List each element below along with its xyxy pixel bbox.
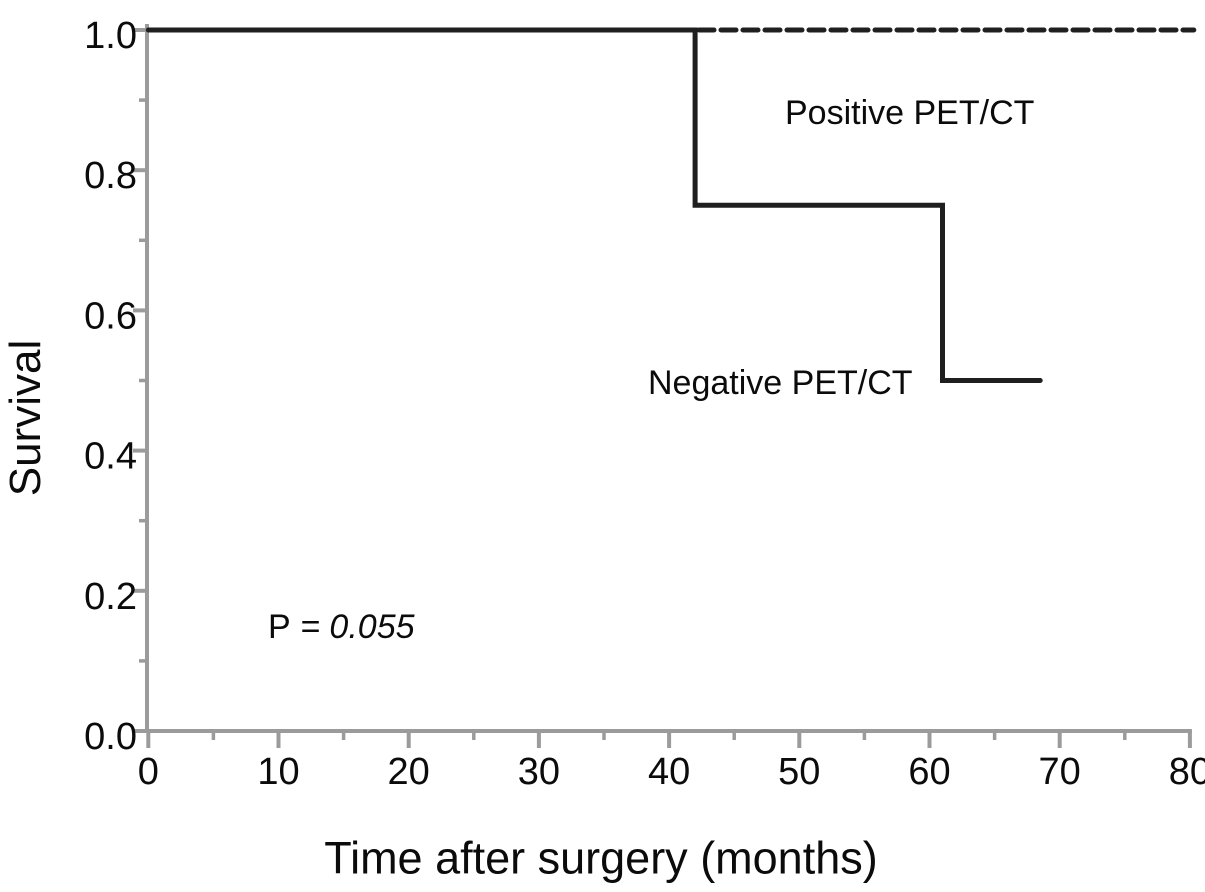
y-tick-label: 0.2 [84, 576, 137, 618]
y-axis-title: Survival [1, 339, 50, 497]
series-label-negative-petct: Negative PET/CT [648, 364, 913, 402]
y-tick-label: 0.0 [84, 716, 137, 758]
y-tick-label: 1.0 [84, 15, 137, 57]
x-tick-label: 60 [908, 751, 950, 793]
p-value-prefix: P [268, 608, 291, 646]
x-tick-label: 20 [388, 751, 430, 793]
x-tick-label: 30 [518, 751, 560, 793]
x-tick-label: 80 [1169, 751, 1205, 793]
p-value-annotation: P = 0.055 [268, 610, 415, 644]
x-tick-label: 0 [138, 751, 159, 793]
x-tick-label: 10 [257, 751, 299, 793]
survival-curve-negative-pet-ct [145, 27, 1043, 383]
x-axis-title: Time after surgery (months) [324, 832, 878, 884]
p-value-number: = 0.055 [290, 608, 415, 646]
y-tick-label: 0.4 [84, 436, 137, 478]
series-label-positive-petct: Positive PET/CT [785, 94, 1035, 132]
y-tick-label: 0.6 [84, 295, 137, 337]
x-tick-label: 50 [778, 751, 820, 793]
y-tick-label: 0.8 [84, 155, 137, 197]
x-tick-label: 70 [1039, 751, 1081, 793]
x-tick-label: 40 [648, 751, 690, 793]
